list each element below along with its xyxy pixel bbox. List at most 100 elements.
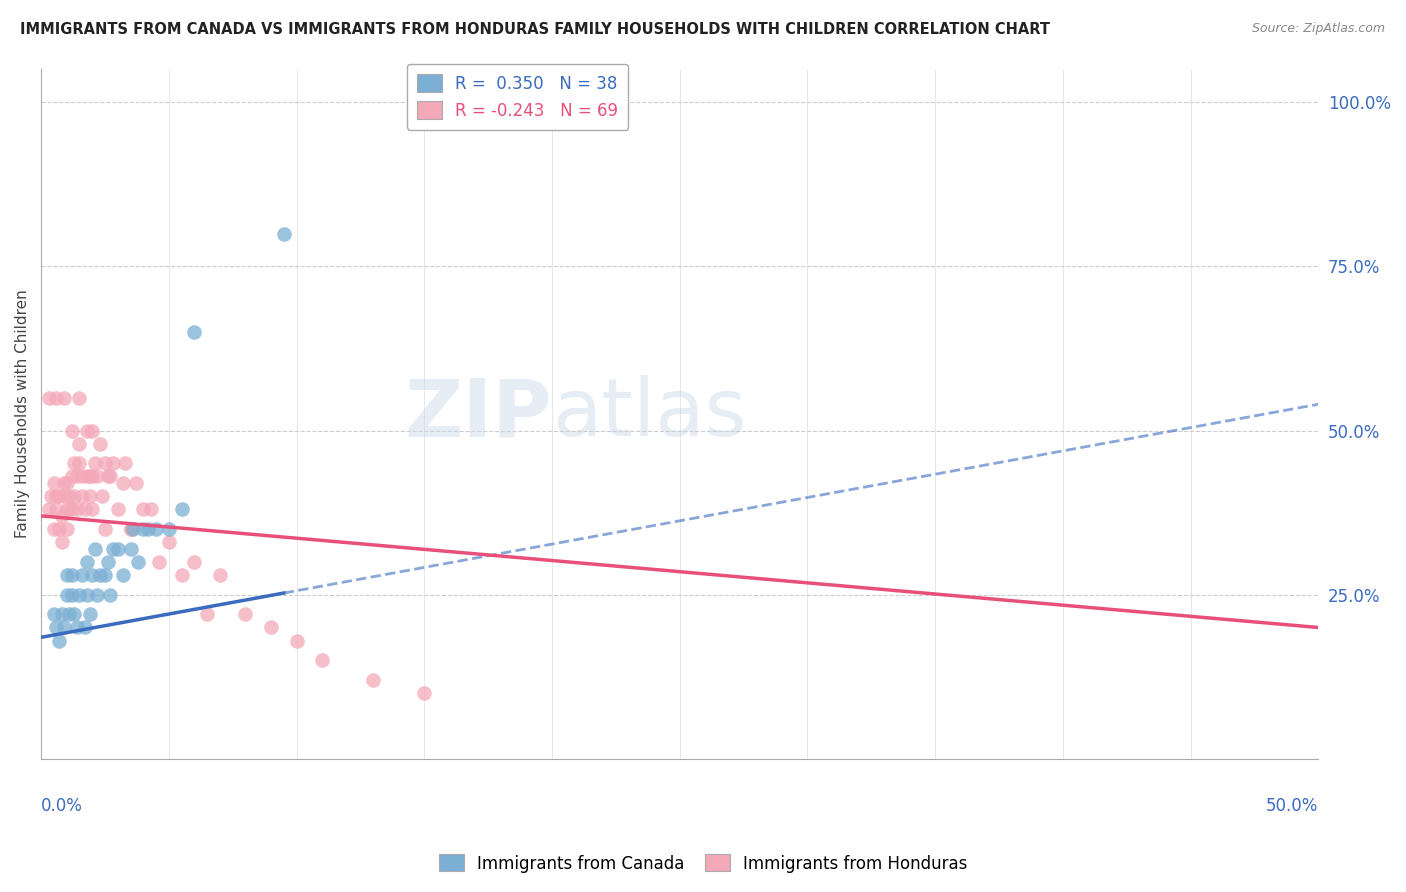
Point — [86, 588, 108, 602]
Point — [120, 522, 142, 536]
Point — [42, 522, 65, 536]
Point — [208, 568, 231, 582]
Point — [101, 456, 124, 470]
Point — [170, 502, 193, 516]
Point — [76, 424, 98, 438]
Point — [67, 588, 90, 602]
Point — [70, 568, 93, 582]
Point — [120, 541, 142, 556]
Point — [170, 568, 193, 582]
Point — [101, 541, 124, 556]
Point — [94, 456, 117, 470]
Point — [132, 522, 155, 536]
Text: ZIP: ZIP — [405, 376, 553, 453]
Text: atlas: atlas — [553, 376, 747, 453]
Point — [60, 568, 83, 582]
Point — [195, 607, 218, 622]
Point — [63, 489, 86, 503]
Point — [285, 633, 308, 648]
Point — [53, 476, 76, 491]
Point — [73, 502, 96, 516]
Point — [157, 522, 180, 536]
Point — [361, 673, 384, 687]
Point — [114, 456, 136, 470]
Point — [58, 607, 80, 622]
Point — [94, 568, 117, 582]
Point — [91, 489, 114, 503]
Point — [51, 535, 73, 549]
Point — [45, 502, 67, 516]
Point — [76, 555, 98, 569]
Point — [45, 620, 67, 634]
Point — [55, 568, 77, 582]
Point — [122, 522, 145, 536]
Point — [42, 476, 65, 491]
Point — [53, 489, 76, 503]
Point — [157, 535, 180, 549]
Point — [83, 541, 105, 556]
Point — [235, 607, 257, 622]
Point — [63, 456, 86, 470]
Point — [60, 424, 83, 438]
Text: Source: ZipAtlas.com: Source: ZipAtlas.com — [1251, 22, 1385, 36]
Point — [38, 391, 60, 405]
Point — [260, 620, 283, 634]
Point — [60, 469, 83, 483]
Point — [42, 607, 65, 622]
Point — [98, 588, 121, 602]
Point — [55, 502, 77, 516]
Point — [55, 588, 77, 602]
Point — [51, 607, 73, 622]
Y-axis label: Family Households with Children: Family Households with Children — [15, 290, 30, 539]
Point — [138, 522, 160, 536]
Point — [111, 476, 134, 491]
Point — [124, 476, 146, 491]
Point — [132, 502, 155, 516]
Point — [145, 522, 167, 536]
Point — [139, 502, 162, 516]
Point — [79, 489, 101, 503]
Point — [38, 502, 60, 516]
Point — [53, 391, 76, 405]
Point — [73, 620, 96, 634]
Point — [89, 436, 111, 450]
Point — [111, 568, 134, 582]
Point — [98, 469, 121, 483]
Point — [55, 522, 77, 536]
Point — [82, 568, 104, 582]
Point — [48, 522, 70, 536]
Point — [127, 555, 149, 569]
Point — [107, 502, 129, 516]
Point — [51, 508, 73, 523]
Point — [82, 469, 104, 483]
Point — [48, 633, 70, 648]
Point — [58, 489, 80, 503]
Point — [45, 489, 67, 503]
Point — [76, 588, 98, 602]
Point — [70, 489, 93, 503]
Point — [311, 653, 333, 667]
Text: IMMIGRANTS FROM CANADA VS IMMIGRANTS FROM HONDURAS FAMILY HOUSEHOLDS WITH CHILDR: IMMIGRANTS FROM CANADA VS IMMIGRANTS FRO… — [20, 22, 1050, 37]
Point — [82, 502, 104, 516]
Point — [67, 456, 90, 470]
Legend: R =  0.350   N = 38, R = -0.243   N = 69: R = 0.350 N = 38, R = -0.243 N = 69 — [408, 64, 628, 129]
Point — [55, 476, 77, 491]
Point — [45, 391, 67, 405]
Point — [148, 555, 170, 569]
Point — [67, 391, 90, 405]
Point — [94, 522, 117, 536]
Point — [107, 541, 129, 556]
Point — [41, 489, 63, 503]
Point — [120, 522, 142, 536]
Point — [79, 469, 101, 483]
Point — [96, 469, 118, 483]
Point — [183, 555, 205, 569]
Point — [79, 607, 101, 622]
Point — [58, 502, 80, 516]
Point — [67, 436, 90, 450]
Point — [89, 568, 111, 582]
Point — [273, 227, 295, 241]
Point — [76, 469, 98, 483]
Point — [83, 456, 105, 470]
Point — [413, 686, 436, 700]
